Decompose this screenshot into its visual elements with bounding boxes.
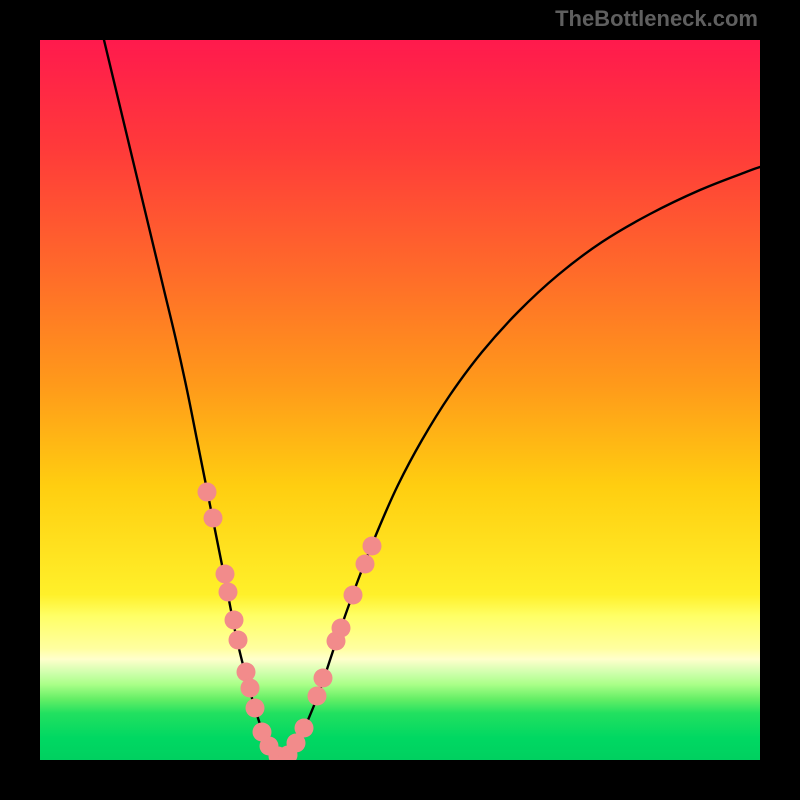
plot-area [40, 40, 760, 760]
attribution-text: TheBottleneck.com [555, 6, 758, 32]
chart-container: TheBottleneck.com [0, 0, 800, 800]
gradient-background [40, 40, 760, 760]
